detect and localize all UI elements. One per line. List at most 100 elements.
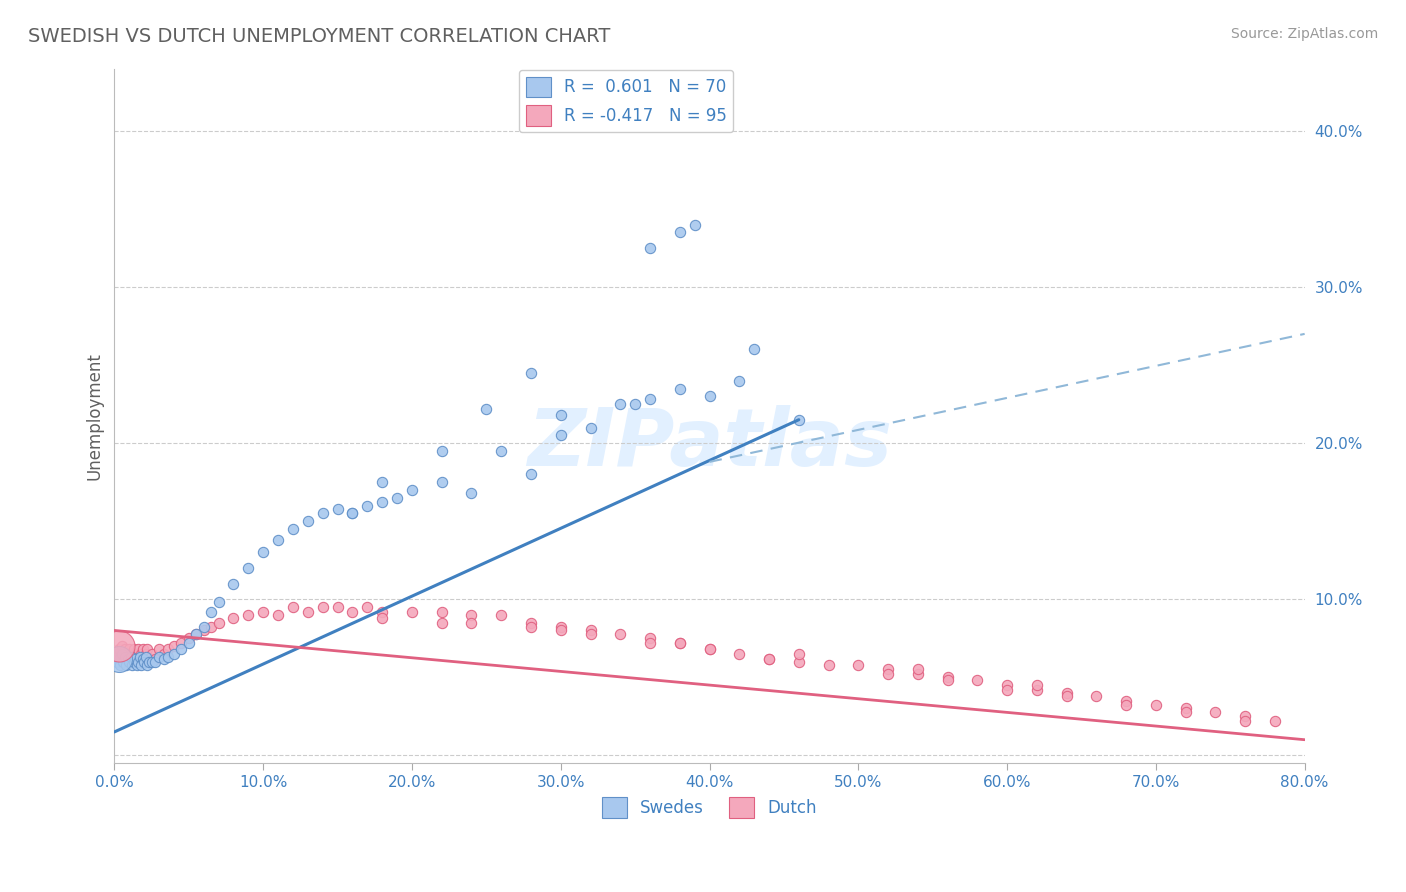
Point — [907, 663, 929, 677]
Point — [995, 678, 1018, 692]
Point — [193, 620, 215, 634]
Point — [222, 611, 245, 625]
Point — [122, 642, 145, 657]
Point — [110, 657, 132, 672]
Point — [624, 397, 647, 411]
Point — [728, 647, 751, 661]
Point — [129, 647, 152, 661]
Point — [638, 241, 661, 255]
Point — [186, 626, 208, 640]
Point — [1025, 678, 1047, 692]
Point — [966, 673, 988, 688]
Point — [281, 600, 304, 615]
Point — [758, 651, 780, 665]
Point — [238, 561, 260, 575]
Point — [152, 651, 174, 665]
Point — [430, 444, 453, 458]
Point — [128, 650, 150, 665]
Point — [135, 647, 157, 661]
Point — [638, 392, 661, 407]
Point — [118, 642, 141, 657]
Point — [108, 651, 131, 665]
Point — [728, 374, 751, 388]
Point — [312, 507, 335, 521]
Point — [877, 667, 900, 681]
Point — [550, 620, 572, 634]
Point — [177, 636, 200, 650]
Point — [1174, 705, 1197, 719]
Point — [936, 670, 959, 684]
Point — [252, 545, 274, 559]
Point — [122, 655, 145, 669]
Point — [134, 651, 156, 665]
Point — [222, 576, 245, 591]
Point — [430, 475, 453, 490]
Point — [326, 600, 349, 615]
Point — [136, 657, 159, 672]
Point — [371, 611, 394, 625]
Point — [138, 651, 160, 665]
Point — [131, 651, 153, 665]
Text: Source: ZipAtlas.com: Source: ZipAtlas.com — [1230, 27, 1378, 41]
Point — [699, 642, 721, 657]
Point — [699, 389, 721, 403]
Point — [1056, 686, 1078, 700]
Point — [609, 397, 631, 411]
Point — [131, 642, 153, 657]
Point — [129, 657, 152, 672]
Point — [111, 639, 134, 653]
Point — [128, 651, 150, 665]
Point — [787, 647, 810, 661]
Point — [1264, 714, 1286, 728]
Point — [1115, 698, 1137, 713]
Point — [550, 408, 572, 422]
Point — [1085, 689, 1108, 703]
Point — [156, 650, 179, 665]
Point — [127, 655, 149, 669]
Point — [356, 499, 378, 513]
Point — [148, 650, 170, 665]
Point — [371, 475, 394, 490]
Point — [638, 636, 661, 650]
Point — [342, 605, 364, 619]
Point — [475, 401, 498, 416]
Point — [143, 651, 166, 665]
Point — [105, 655, 128, 669]
Point — [668, 636, 690, 650]
Point — [907, 667, 929, 681]
Point — [238, 607, 260, 622]
Point — [112, 655, 135, 669]
Point — [520, 366, 543, 380]
Point — [105, 647, 128, 661]
Point — [252, 605, 274, 619]
Point — [200, 620, 222, 634]
Point — [877, 663, 900, 677]
Point — [170, 642, 193, 657]
Point — [297, 514, 319, 528]
Point — [1056, 689, 1078, 703]
Point — [143, 655, 166, 669]
Point — [110, 651, 132, 665]
Point — [124, 651, 146, 665]
Point — [1025, 682, 1047, 697]
Point — [108, 651, 131, 665]
Point — [267, 533, 290, 547]
Point — [846, 657, 869, 672]
Point — [186, 626, 208, 640]
Point — [120, 650, 142, 665]
Text: ZIPatlas: ZIPatlas — [527, 405, 891, 483]
Point — [152, 647, 174, 661]
Y-axis label: Unemployment: Unemployment — [86, 351, 103, 480]
Point — [124, 651, 146, 665]
Point — [371, 495, 394, 509]
Point — [114, 650, 136, 665]
Point — [297, 605, 319, 619]
Point — [342, 507, 364, 521]
Point — [491, 607, 513, 622]
Point — [267, 607, 290, 622]
Point — [579, 626, 602, 640]
Point — [936, 673, 959, 688]
Point — [148, 642, 170, 657]
Point — [193, 624, 215, 638]
Point — [356, 600, 378, 615]
